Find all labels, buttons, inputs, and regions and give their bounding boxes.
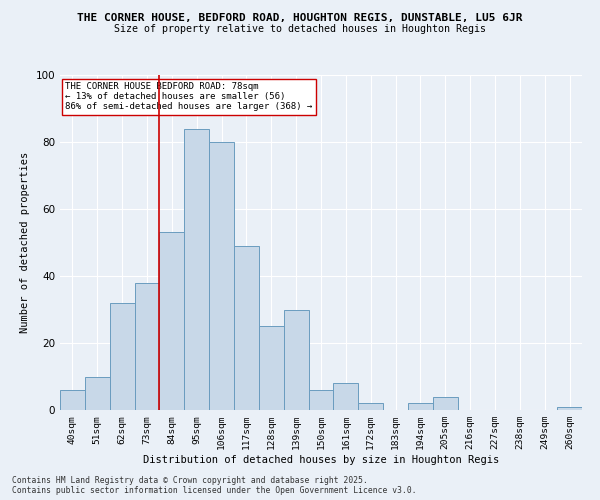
Text: Contains HM Land Registry data © Crown copyright and database right 2025.
Contai: Contains HM Land Registry data © Crown c… bbox=[12, 476, 416, 495]
Text: Size of property relative to detached houses in Houghton Regis: Size of property relative to detached ho… bbox=[114, 24, 486, 34]
Bar bbox=[184, 128, 209, 410]
Text: THE CORNER HOUSE BEDFORD ROAD: 78sqm
← 13% of detached houses are smaller (56)
8: THE CORNER HOUSE BEDFORD ROAD: 78sqm ← 1… bbox=[65, 82, 313, 112]
Bar bbox=[234, 246, 259, 410]
Y-axis label: Number of detached properties: Number of detached properties bbox=[20, 152, 30, 333]
X-axis label: Distribution of detached houses by size in Houghton Regis: Distribution of detached houses by size … bbox=[143, 455, 499, 465]
Bar bbox=[408, 404, 433, 410]
Bar bbox=[85, 376, 110, 410]
Bar bbox=[259, 326, 284, 410]
Text: THE CORNER HOUSE, BEDFORD ROAD, HOUGHTON REGIS, DUNSTABLE, LU5 6JR: THE CORNER HOUSE, BEDFORD ROAD, HOUGHTON… bbox=[77, 12, 523, 22]
Bar bbox=[308, 390, 334, 410]
Bar bbox=[160, 232, 184, 410]
Bar bbox=[358, 404, 383, 410]
Bar bbox=[284, 310, 308, 410]
Bar bbox=[110, 303, 134, 410]
Bar bbox=[433, 396, 458, 410]
Bar bbox=[60, 390, 85, 410]
Bar bbox=[334, 383, 358, 410]
Bar bbox=[134, 282, 160, 410]
Bar bbox=[209, 142, 234, 410]
Bar bbox=[557, 406, 582, 410]
